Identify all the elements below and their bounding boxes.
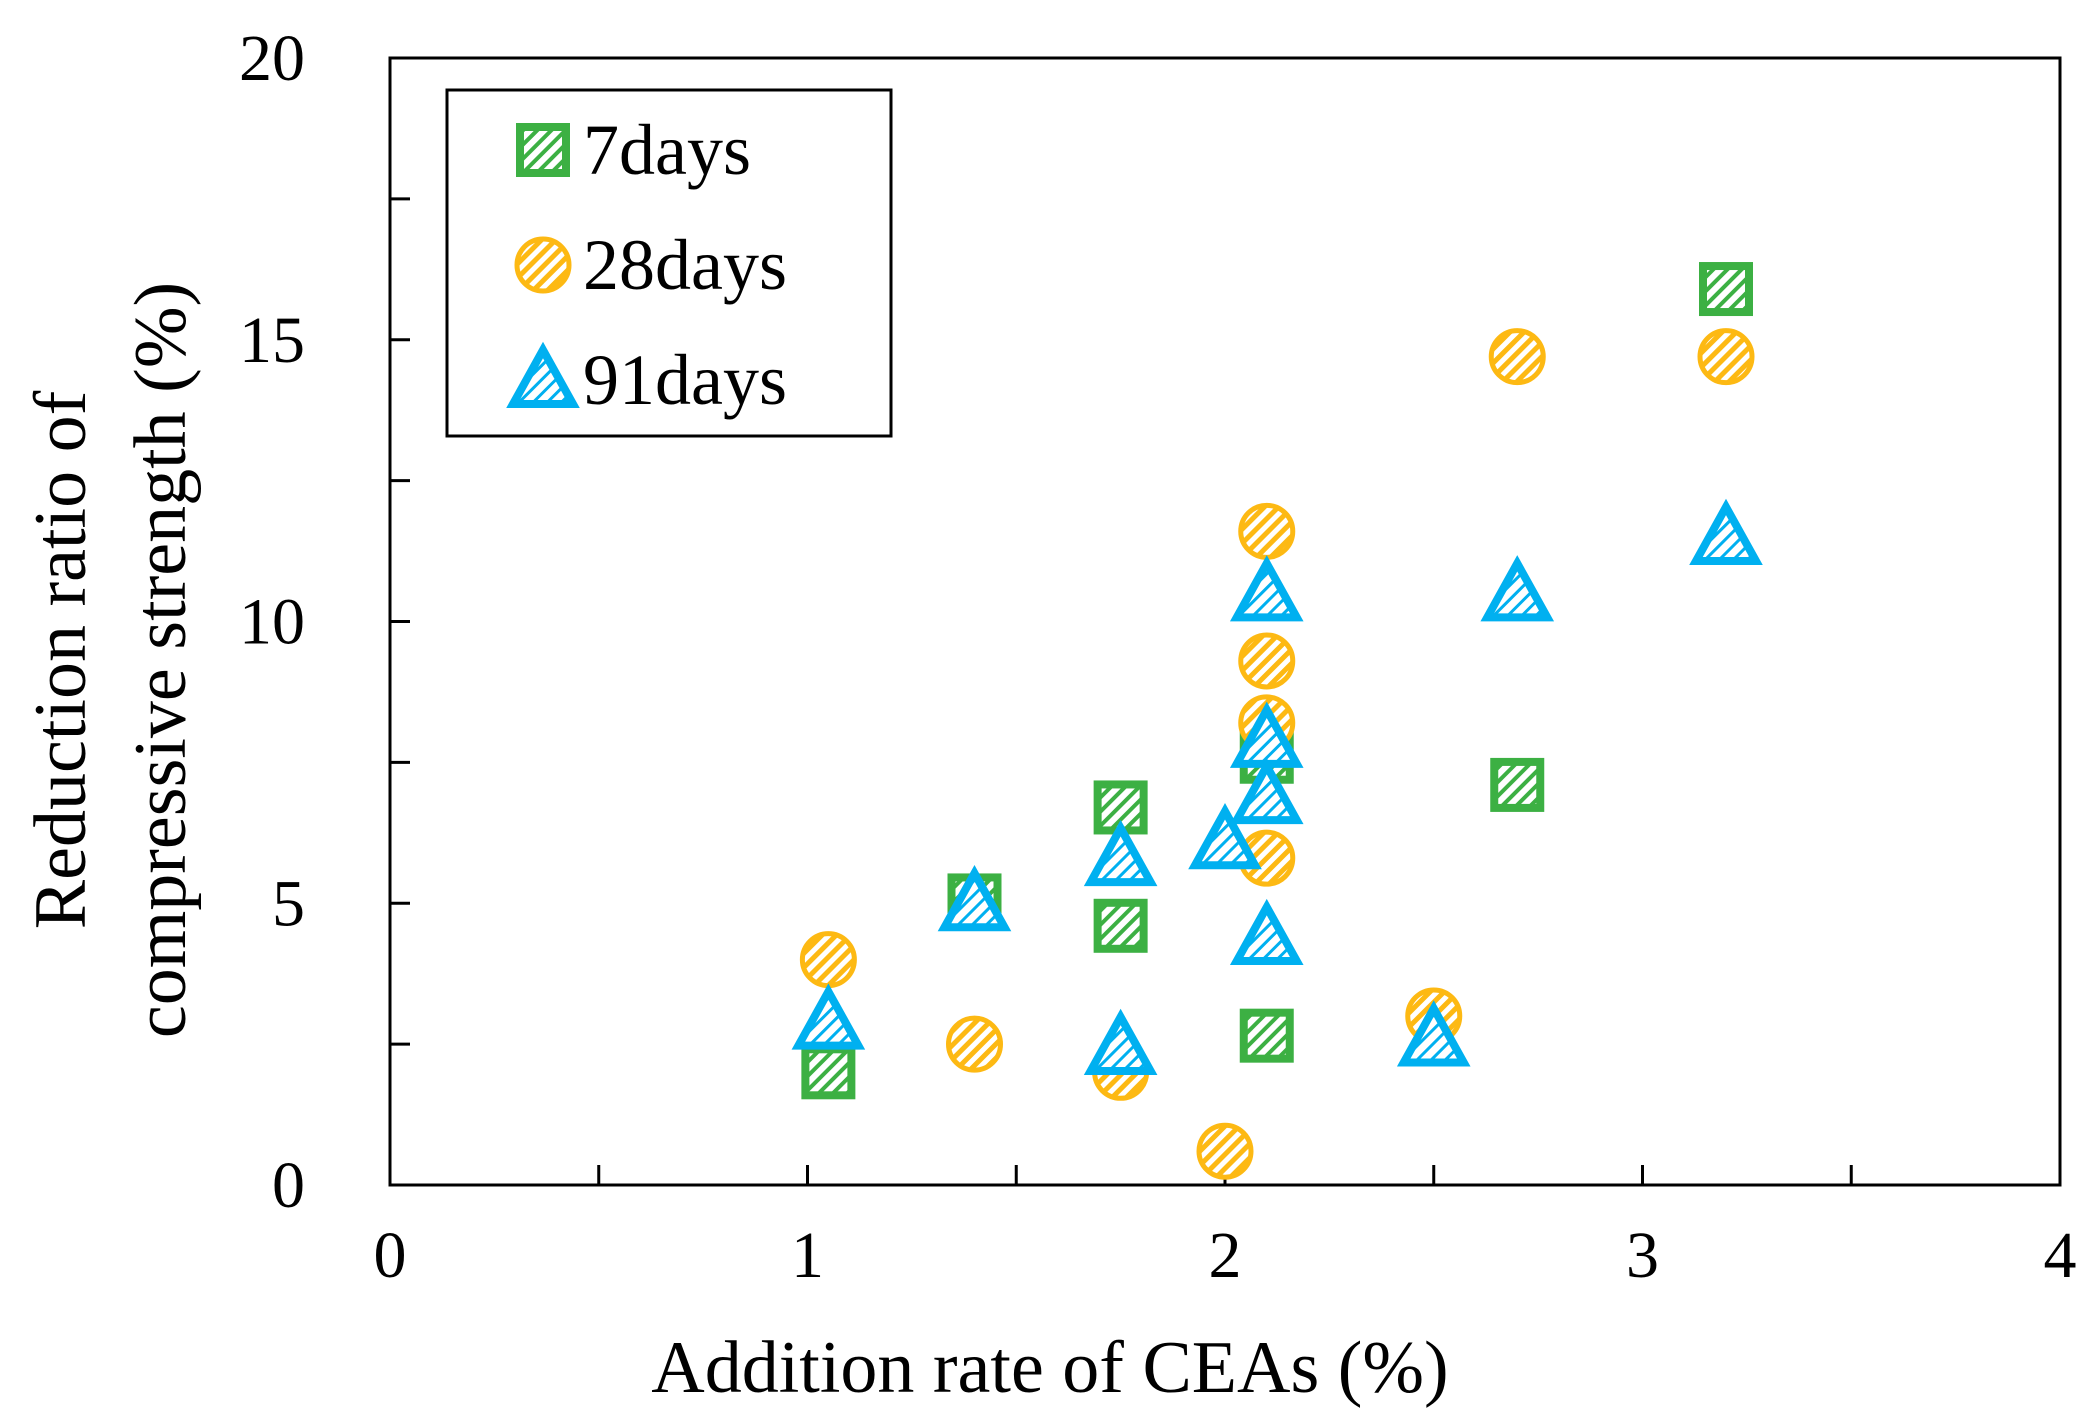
data-point-square xyxy=(1490,757,1545,812)
data-point-triangle xyxy=(1480,555,1555,622)
y-tick-label: 15 xyxy=(239,304,305,377)
data-point-circle xyxy=(946,1015,1003,1073)
data-point-square xyxy=(1699,262,1753,317)
y-axis-title-line-1: Reduction ratio of xyxy=(20,390,102,929)
x-tick-label: 0 xyxy=(374,1219,407,1292)
data-point-triangle xyxy=(1689,498,1763,565)
data-point-square xyxy=(1093,898,1148,953)
data-point-square xyxy=(801,1045,856,1100)
data-point-square xyxy=(1239,1008,1294,1063)
series-91days xyxy=(791,498,1763,1075)
y-tick-label: 10 xyxy=(239,586,305,659)
y-tick-label: 5 xyxy=(272,867,305,940)
data-point-triangle xyxy=(791,983,866,1050)
y-tick-label: 20 xyxy=(239,22,305,95)
data-point-circle xyxy=(1196,1122,1254,1180)
data-points xyxy=(791,262,1763,1180)
x-axis-title: Addition rate of CEAs (%) xyxy=(651,1327,1448,1409)
x-tick-label: 4 xyxy=(2044,1219,2077,1292)
x-tick-label: 3 xyxy=(1626,1219,1659,1292)
legend-label: 7days xyxy=(583,110,751,190)
data-point-triangle xyxy=(1083,1008,1158,1075)
legend-marker-triangle xyxy=(506,341,580,408)
data-point-triangle xyxy=(1229,898,1304,966)
legend-label: 28days xyxy=(583,225,787,305)
axes: 0 1 2 3 4 0 5 10 15 20 xyxy=(239,22,2077,1292)
data-point-triangle xyxy=(1229,555,1304,622)
data-point-triangle xyxy=(1083,819,1158,887)
data-point-triangle xyxy=(937,865,1012,932)
x-tick-label: 2 xyxy=(1209,1219,1242,1292)
legend-marker-square xyxy=(516,123,570,177)
data-point-circle xyxy=(1238,502,1296,560)
data-point-circle xyxy=(1488,328,1546,386)
data-point-circle xyxy=(799,931,857,989)
data-point-circle xyxy=(1238,632,1296,690)
data-point-circle xyxy=(1697,328,1755,386)
legend-marker-circle xyxy=(514,236,572,294)
data-point-triangle xyxy=(1396,1000,1471,1067)
data-point-triangle xyxy=(1229,757,1304,825)
legend: 7days 28days 91days xyxy=(445,88,893,438)
legend-label: 91days xyxy=(583,340,787,420)
y-tick-label: 0 xyxy=(272,1149,305,1222)
y-axis-title-line-2: compressive strength (%) xyxy=(120,282,202,1038)
data-point-triangle xyxy=(1188,803,1262,870)
x-tick-label: 1 xyxy=(791,1219,824,1292)
